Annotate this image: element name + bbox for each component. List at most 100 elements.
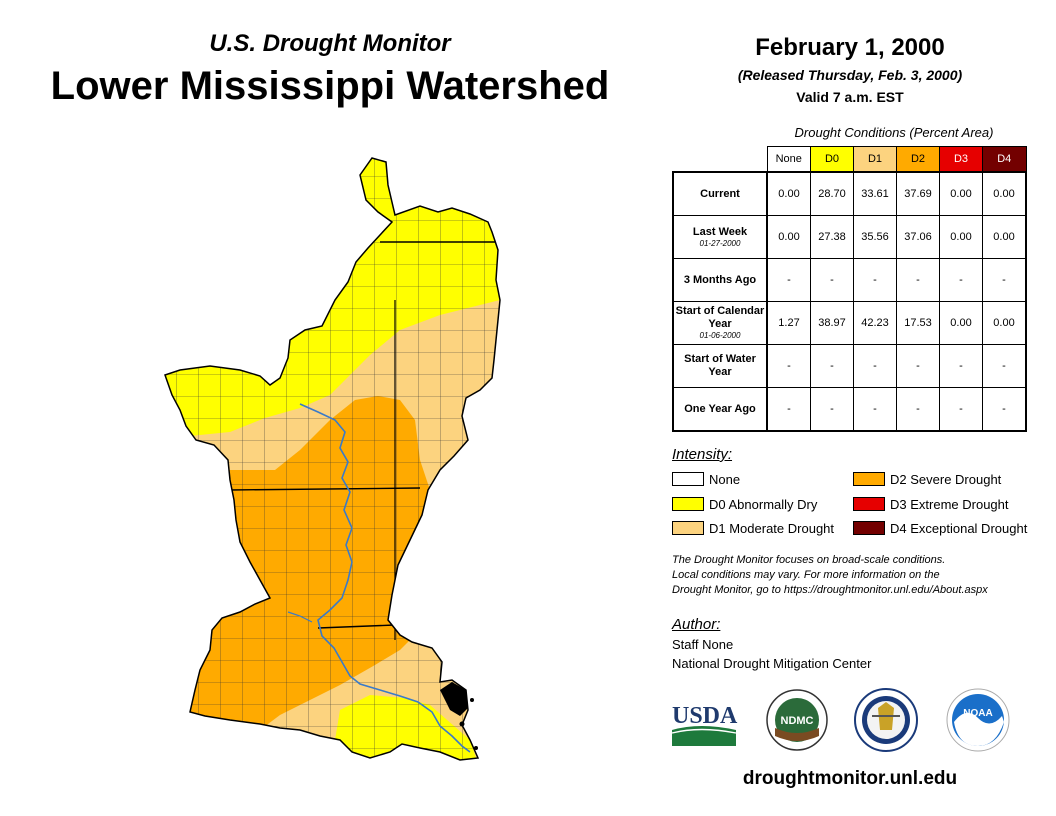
table-row-calendar-year: Start of Calendar Year 01-06-2000 1.27 38… [672,301,1027,345]
legend-swatch [672,497,704,511]
cell: - [810,258,854,302]
drought-map [164,157,501,761]
table-row-last-week: Last Week 01-27-2000 0.00 27.38 35.56 37.… [672,215,1027,259]
author-label: Author: [672,616,721,633]
cell: 28.70 [810,171,854,216]
usda-logo-text: USDA [672,703,738,729]
row-label: 3 Months Ago [672,258,768,302]
website-url[interactable]: droughtmonitor.unl.edu [742,768,958,789]
row-label: Start of Water Year [672,344,768,388]
map-title: Lower Mississippi Watershed [50,64,610,108]
cell: - [766,344,811,388]
legend-label: D0 Abnormally Dry [709,496,818,512]
cell: - [896,387,940,432]
cell: 0.00 [982,301,1027,345]
legend-item-none: None [672,471,740,487]
cell: 17.53 [896,301,940,345]
table-row-3-months: 3 Months Ago - - - - - - [672,258,1027,302]
ndmc-logo: NDMC [766,689,828,751]
legend-title: Intensity: [672,446,733,463]
cell: 0.00 [939,215,983,259]
row-label: Current [672,171,768,216]
cell: 0.00 [766,171,811,216]
author-name: Staff None [672,637,734,652]
col-d3: D3 [939,146,983,173]
cell: - [982,344,1027,388]
legend-item-d4: D4 Exceptional Drought [853,520,1027,536]
coastal-marsh [440,682,478,750]
cell: - [766,387,811,432]
usda-logo: USDA [671,703,738,746]
atchafalaya-river [287,611,313,623]
legend-item-d1: D1 Moderate Drought [672,520,834,536]
table-header-row: None D0 D1 D2 D3 D4 [673,146,1027,173]
table-row-one-year: One Year Ago - - - - - - [672,387,1027,432]
col-d0: D0 [810,146,854,173]
cell: 0.00 [766,215,811,259]
partner-logos: USDA NDMC NOAA [671,688,1010,752]
table-row-current: Current 0.00 28.70 33.61 37.69 0.00 0.00 [672,171,1027,216]
row-label: One Year Ago [672,387,768,432]
cell: 35.56 [853,215,897,259]
legend-label: D2 Severe Drought [890,471,1002,487]
cell: - [982,258,1027,302]
cell: 1.27 [766,301,811,345]
doc-logo [854,688,918,752]
col-d1: D1 [853,146,897,173]
drought-table: None D0 D1 D2 D3 D4 Current 0.00 28.70 3… [672,146,1027,432]
cell: - [853,258,897,302]
map-subtitle: U.S. Drought Monitor [209,30,451,57]
cell: 37.06 [896,215,940,259]
cell: - [982,387,1027,432]
legend-label: D1 Moderate Drought [709,520,835,536]
row-label: Last Week 01-27-2000 [672,215,768,259]
col-d4: D4 [982,146,1027,173]
cell: - [896,258,940,302]
valid-time: Valid 7 a.m. EST [796,89,904,105]
cell: 42.23 [853,301,897,345]
cell: - [810,387,854,432]
legend-swatch [672,472,704,486]
state-line [317,624,396,629]
cell: 0.00 [939,171,983,216]
note-line: Drought Monitor, go to https://droughtmo… [672,584,988,596]
table-row-water-year: Start of Water Year - - - - - - [672,344,1027,388]
legend-item-d0: D0 Abnormally Dry [672,496,817,512]
release-date: (Released Thursday, Feb. 3, 2000) [737,67,963,83]
cell: - [766,258,811,302]
cell: 0.00 [982,171,1027,216]
legend-swatch [853,521,885,535]
cell: - [939,258,983,302]
map-date: February 1, 2000 [755,34,945,61]
legend-label: None [709,471,741,487]
row-label: Start of Calendar Year 01-06-2000 [672,301,768,345]
legend-label: D3 Extreme Drought [890,496,1009,512]
ndmc-logo-text: NDMC [781,715,814,727]
noaa-logo: NOAA [946,688,1010,752]
mississippi-river [299,403,471,753]
author-org: National Drought Mitigation Center [672,656,872,671]
col-d2: D2 [896,146,940,173]
basin-outline [164,157,501,761]
legend-item-d2: D2 Severe Drought [853,471,1001,487]
cell: 33.61 [853,171,897,216]
legend-label: D4 Exceptional Drought [890,520,1028,536]
legend-swatch [853,472,885,486]
cell: - [853,344,897,388]
cell: - [810,344,854,388]
cell: - [896,344,940,388]
county-lines [165,158,500,760]
table-caption: Drought Conditions (Percent Area) [794,125,994,140]
cell: - [853,387,897,432]
cell: - [939,387,983,432]
table-corner [673,147,767,173]
legend-item-d3: D3 Extreme Drought [853,496,1009,512]
cell: 27.38 [810,215,854,259]
cell: 37.69 [896,171,940,216]
note-line: Local conditions may vary. For more info… [672,569,940,581]
disclaimer-note: The Drought Monitor focuses on broad-sca… [672,553,1032,598]
noaa-logo-text: NOAA [963,708,992,719]
legend-swatch [672,521,704,535]
cell: - [939,344,983,388]
legend-swatch [853,497,885,511]
